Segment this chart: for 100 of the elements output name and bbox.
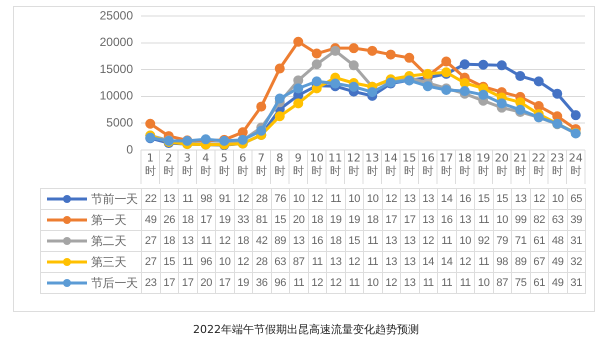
text: 23 bbox=[142, 272, 160, 294]
text: 42 bbox=[252, 230, 271, 252]
x-tick-label: 6时 bbox=[237, 151, 248, 178]
text: 11 bbox=[474, 252, 493, 272]
text: 27 bbox=[142, 252, 160, 272]
text: 18 bbox=[178, 210, 197, 230]
text: 14 bbox=[419, 252, 438, 272]
text: 16 bbox=[308, 230, 326, 252]
x-tick-label: 11时 bbox=[328, 151, 342, 178]
text: 11 bbox=[345, 272, 364, 294]
text: 12 bbox=[216, 230, 234, 252]
text: 14 bbox=[438, 188, 456, 210]
text: 13 bbox=[400, 188, 419, 210]
x-tick-label: 21时 bbox=[513, 151, 528, 178]
text: 10 bbox=[290, 188, 308, 210]
text: 13 bbox=[400, 230, 419, 252]
text: 10 bbox=[456, 230, 474, 252]
text: 12 bbox=[382, 188, 400, 210]
text: 39 bbox=[567, 210, 586, 230]
x-tick-label: 7时 bbox=[256, 151, 267, 178]
text: 11 bbox=[197, 230, 216, 252]
text: 12 bbox=[234, 188, 252, 210]
x-tick-label: 20时 bbox=[494, 151, 509, 178]
text: 11 bbox=[364, 230, 382, 252]
text: 11 bbox=[474, 210, 493, 230]
text: 16 bbox=[456, 188, 474, 210]
text: 18 bbox=[326, 230, 345, 252]
text: 17 bbox=[178, 272, 197, 294]
text: 20 bbox=[197, 272, 216, 294]
legend-label: 第三天 bbox=[91, 254, 126, 268]
text: 12 bbox=[530, 188, 548, 210]
text: 31 bbox=[567, 272, 586, 294]
y-tick-label: 5000 bbox=[106, 116, 134, 130]
text: 13 bbox=[456, 210, 474, 230]
text: 87 bbox=[493, 272, 512, 294]
text: 96 bbox=[271, 272, 290, 294]
text: 18 bbox=[234, 230, 252, 252]
text: 11 bbox=[456, 272, 474, 294]
x-tick-label: 10时 bbox=[310, 151, 324, 178]
text: 98 bbox=[493, 252, 512, 272]
text: 61 bbox=[530, 272, 548, 294]
text: 17 bbox=[160, 272, 178, 294]
text: 12 bbox=[382, 272, 400, 294]
text: 11 bbox=[419, 272, 438, 294]
text: 91 bbox=[216, 188, 234, 210]
text: 10 bbox=[548, 188, 567, 210]
text: 10 bbox=[364, 272, 382, 294]
text: 20 bbox=[290, 210, 308, 230]
text: 12 bbox=[419, 230, 438, 252]
text: 89 bbox=[512, 252, 530, 272]
x-tick-label: 24时 bbox=[568, 151, 583, 178]
x-tick-label: 16时 bbox=[420, 151, 435, 178]
text: 13 bbox=[382, 230, 400, 252]
x-tick-label: 5时 bbox=[218, 151, 230, 178]
y-tick-label: 20000 bbox=[100, 35, 134, 50]
text: 11 bbox=[290, 272, 308, 294]
text: 13 bbox=[382, 252, 400, 272]
text: 13 bbox=[400, 252, 419, 272]
text: 11 bbox=[364, 252, 382, 272]
text: 63 bbox=[548, 210, 567, 230]
text: 67 bbox=[530, 252, 548, 272]
text: 12 bbox=[308, 272, 326, 294]
x-tick-label: 4时 bbox=[200, 151, 212, 178]
text: 13 bbox=[290, 230, 308, 252]
text: 12 bbox=[456, 252, 474, 272]
text: 28 bbox=[252, 252, 271, 272]
text: 96 bbox=[197, 252, 216, 272]
text: 99 bbox=[512, 210, 530, 230]
text: 11 bbox=[438, 230, 456, 252]
text: 11 bbox=[308, 252, 326, 272]
text: 13 bbox=[400, 272, 419, 294]
text: 82 bbox=[530, 210, 548, 230]
text: 32 bbox=[567, 252, 586, 272]
text: 12 bbox=[326, 272, 345, 294]
x-tick-label: 17时 bbox=[439, 151, 454, 178]
text: 14 bbox=[438, 252, 456, 272]
y-tick-label: 10000 bbox=[100, 88, 134, 103]
text: 48 bbox=[548, 230, 567, 252]
x-tick-label: 12时 bbox=[346, 151, 361, 178]
text: 19 bbox=[234, 272, 252, 294]
text: 33 bbox=[234, 210, 252, 230]
text: 36 bbox=[252, 272, 271, 294]
text: 10 bbox=[474, 272, 493, 294]
text: 11 bbox=[326, 188, 345, 210]
text: 10 bbox=[364, 188, 382, 210]
text: 76 bbox=[271, 188, 290, 210]
text: 89 bbox=[271, 230, 290, 252]
text: 18 bbox=[364, 210, 382, 230]
x-tick-label: 14时 bbox=[384, 151, 398, 178]
legend-label: 第二天 bbox=[91, 234, 126, 248]
text: 19 bbox=[326, 210, 345, 230]
text: 49 bbox=[142, 210, 160, 230]
text: 87 bbox=[290, 252, 308, 272]
text: 18 bbox=[308, 210, 326, 230]
text: 13 bbox=[160, 188, 178, 210]
text: 10 bbox=[216, 252, 234, 272]
text: 98 bbox=[197, 188, 216, 210]
x-tick-label: 19时 bbox=[476, 151, 490, 178]
legend-label: 节前一天 bbox=[91, 192, 138, 206]
text: 16 bbox=[438, 210, 456, 230]
